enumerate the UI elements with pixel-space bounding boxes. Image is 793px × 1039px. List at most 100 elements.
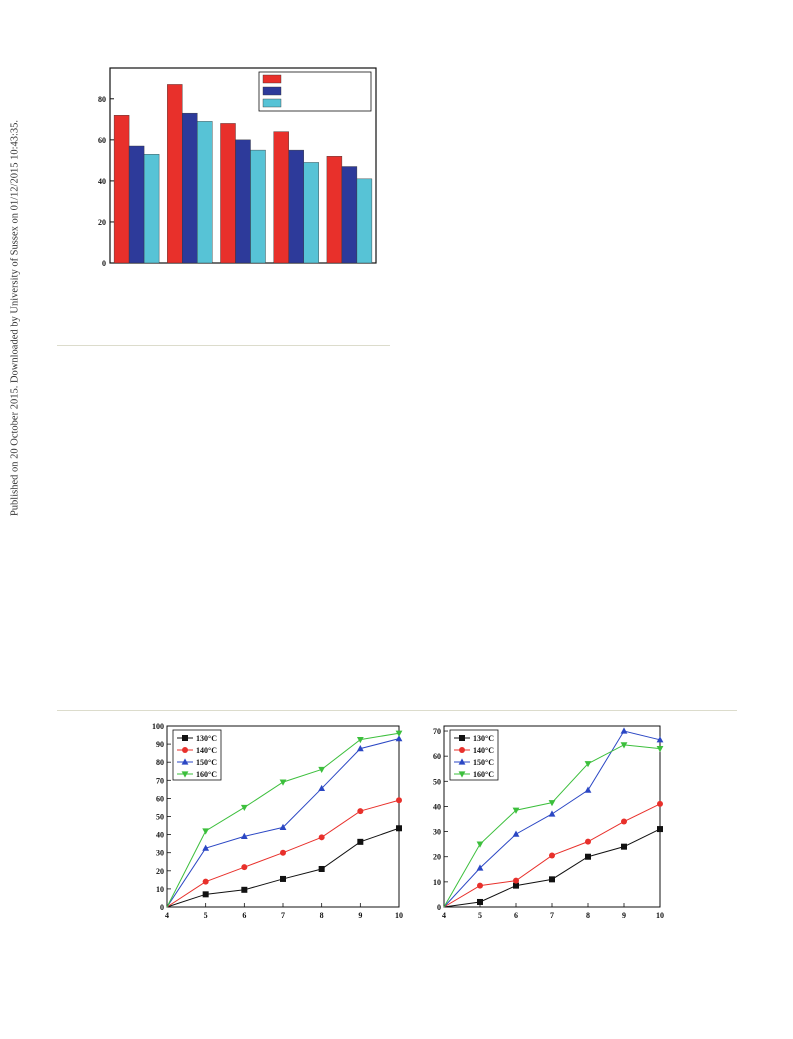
- legend-swatch: [262, 98, 282, 108]
- legend-marker: [459, 735, 465, 741]
- data-point: [395, 730, 403, 737]
- data-point: [584, 761, 592, 768]
- data-point: [656, 746, 664, 753]
- y-tick-label: 50: [156, 813, 164, 822]
- legend-unit: °C: [208, 758, 217, 767]
- legend-label: 150°C: [196, 758, 217, 767]
- x-tick-label: 5: [204, 911, 208, 920]
- y-tick-label: 60: [98, 136, 106, 145]
- y-tick-label: 80: [98, 95, 106, 104]
- data-point: [549, 876, 555, 883]
- y-tick-label: 100: [152, 722, 164, 731]
- legend-marker: [181, 758, 189, 765]
- legend-label: 130°C: [473, 734, 494, 743]
- data-point: [357, 808, 364, 815]
- x-tick-label: 7: [550, 911, 554, 920]
- x-tick-label: 4: [165, 911, 169, 920]
- data-point: [585, 838, 591, 845]
- data-point: [357, 838, 364, 845]
- data-point: [621, 843, 627, 850]
- y-tick-label: 20: [156, 867, 164, 876]
- legend-label: 160°C: [473, 770, 494, 779]
- x-tick-label: 8: [586, 911, 590, 920]
- x-tick-label: 5: [478, 911, 482, 920]
- legend-unit: °C: [208, 770, 217, 779]
- x-tick-label: 6: [514, 911, 518, 920]
- legend-marker: [458, 771, 466, 778]
- x-tick-label: 9: [358, 911, 362, 920]
- data-point: [513, 877, 519, 884]
- data-point: [548, 800, 556, 807]
- data-point: [476, 864, 484, 871]
- bar: [303, 162, 319, 264]
- legend-series-name: 150: [473, 758, 485, 767]
- data-point: [279, 823, 287, 830]
- y-tick-label: 70: [156, 776, 164, 785]
- series-line: [443, 828, 661, 908]
- x-tick-label: 6: [242, 911, 246, 920]
- data-point: [318, 834, 325, 841]
- y-tick-label: 40: [98, 177, 106, 186]
- x-tick-label: 9: [622, 911, 626, 920]
- separator-line: [57, 345, 390, 346]
- bar: [143, 154, 160, 264]
- data-point: [240, 804, 248, 812]
- data-point: [477, 898, 483, 905]
- legend-series-name: 130: [473, 734, 485, 743]
- data-point: [280, 875, 286, 882]
- data-point: [512, 807, 520, 814]
- data-point: [396, 825, 402, 832]
- data-point: [318, 865, 325, 872]
- separator-line: [57, 710, 737, 711]
- y-tick-label: 90: [156, 740, 164, 749]
- data-point: [657, 800, 663, 807]
- data-point: [657, 826, 663, 833]
- data-point: [620, 742, 628, 749]
- legend-series-name: 160: [196, 770, 208, 779]
- legend-swatch: [262, 86, 282, 96]
- legend-label: 140°C: [473, 746, 494, 755]
- data-point: [620, 727, 628, 734]
- legend-marker: [459, 747, 465, 753]
- y-tick-label: 70: [433, 727, 441, 736]
- legend-unit: °C: [208, 746, 217, 755]
- legend-marker: [182, 735, 188, 741]
- legend-marker: [182, 747, 188, 753]
- data-point: [240, 832, 248, 840]
- data-point: [477, 882, 483, 889]
- data-point: [396, 797, 402, 804]
- data-point: [512, 830, 520, 837]
- x-tick-label: 10: [395, 911, 403, 920]
- y-tick-label: 60: [433, 752, 441, 761]
- legend-series-name: 130: [196, 734, 208, 743]
- legend-unit: °C: [485, 746, 494, 755]
- legend-unit: °C: [485, 734, 494, 743]
- legend-label: 160°C: [196, 770, 217, 779]
- y-tick-label: 20: [98, 218, 106, 227]
- y-tick-label: 10: [433, 878, 441, 887]
- y-tick-label: 40: [433, 802, 441, 811]
- legend-label: 140°C: [196, 746, 217, 755]
- bar: [250, 149, 266, 264]
- legend-series-name: 160: [473, 770, 485, 779]
- legend-marker: [458, 758, 466, 765]
- bar: [356, 178, 373, 264]
- x-tick-label: 7: [281, 911, 285, 920]
- data-point: [202, 878, 209, 885]
- data-point: [318, 784, 326, 792]
- legend-marker: [181, 771, 189, 778]
- data-point: [356, 745, 364, 752]
- legend-series-name: 140: [473, 746, 485, 755]
- legend: [258, 71, 372, 112]
- data-point: [202, 828, 210, 835]
- legend-unit: °C: [485, 758, 494, 767]
- data-point: [395, 735, 403, 742]
- data-point: [513, 882, 519, 889]
- data-point: [241, 864, 248, 871]
- data-point: [621, 818, 627, 825]
- data-point: [549, 852, 555, 859]
